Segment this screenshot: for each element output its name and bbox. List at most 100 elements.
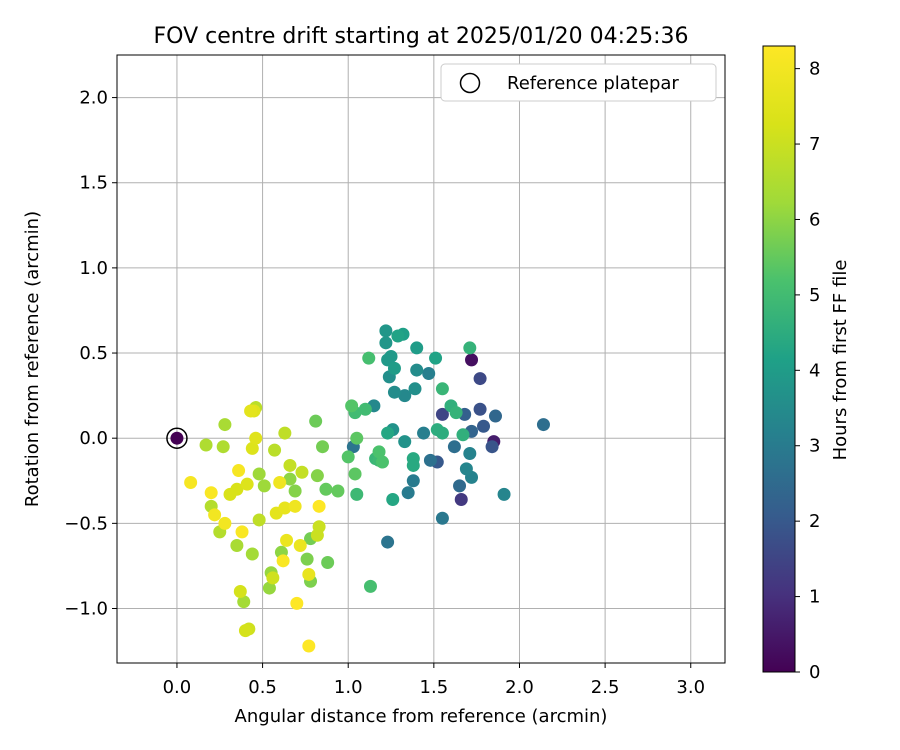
data-point (406, 458, 420, 472)
data-point (257, 479, 271, 493)
x-axis-ticks: 0.0 0.5 1.0 1.5 2.0 2.5 3.0 (163, 663, 705, 698)
data-point (350, 431, 364, 445)
data-point (309, 414, 323, 428)
data-point (232, 464, 246, 478)
data-point (208, 508, 222, 522)
data-point (386, 493, 400, 507)
data-point (316, 440, 330, 454)
data-point (463, 341, 477, 355)
x-tick-label: 3.0 (676, 677, 705, 698)
data-point (375, 455, 389, 469)
legend-marker-icon (459, 72, 481, 94)
data-point (350, 487, 364, 501)
y-tick-label: 1.5 (79, 173, 108, 194)
reference-marker (166, 427, 188, 449)
data-point (485, 440, 499, 454)
data-point (497, 487, 511, 501)
data-point (218, 516, 232, 530)
reference-point-ring (166, 427, 188, 449)
data-point (422, 366, 436, 380)
data-point (417, 426, 431, 440)
data-point (447, 440, 461, 454)
data-point (489, 409, 503, 423)
colorbar-ticks: 0 1 2 3 4 5 6 7 8 (795, 59, 820, 683)
data-point (453, 479, 467, 493)
data-point (233, 584, 247, 598)
x-tick-label: 1.0 (334, 677, 363, 698)
legend: Reference platepar (440, 63, 717, 102)
y-axis-ticks: −1.0 −0.5 0.0 0.5 1.0 1.5 2.0 (64, 88, 117, 620)
data-point (273, 475, 287, 489)
data-point (410, 363, 424, 377)
data-point (408, 382, 422, 396)
data-point (435, 382, 449, 396)
data-point (249, 431, 263, 445)
colorbar-tick-label: 8 (809, 59, 820, 80)
data-point (230, 538, 244, 552)
data-point (454, 493, 468, 507)
colorbar-tick-label: 4 (809, 360, 820, 381)
data-point (204, 486, 218, 500)
data-point (331, 484, 345, 498)
data-point (252, 513, 266, 527)
colorbar-tick-label: 0 (809, 662, 820, 683)
data-point (456, 428, 470, 442)
data-point (348, 467, 362, 481)
data-point (363, 579, 377, 593)
data-point (473, 402, 487, 416)
x-axis-label: Angular distance from reference (arcmin) (235, 706, 608, 727)
y-tick-label: −0.5 (64, 513, 108, 534)
colorbar-tick-label: 5 (809, 285, 820, 306)
x-tick-label: 0.5 (248, 677, 277, 698)
data-point (245, 441, 259, 455)
data-point (387, 385, 401, 399)
data-point (536, 418, 550, 432)
colorbar-tick-label: 3 (809, 436, 820, 457)
data-point (300, 552, 314, 566)
data-point (473, 372, 487, 386)
y-axis-label: Rotation from reference (arcmin) (22, 211, 43, 507)
y-tick-label: 2.0 (79, 88, 108, 109)
colorbar-tick-label: 7 (809, 134, 820, 155)
data-point (238, 624, 252, 638)
data-point (321, 556, 335, 570)
data-point (362, 351, 376, 365)
data-point (266, 571, 280, 585)
data-point (235, 525, 249, 539)
y-tick-label: 0.5 (79, 343, 108, 364)
x-tick-label: 1.5 (420, 677, 449, 698)
data-point (290, 596, 304, 610)
data-point (245, 547, 259, 561)
data-point (435, 426, 449, 440)
y-tick-label: 0.0 (79, 428, 108, 449)
data-point (244, 404, 258, 418)
data-point (293, 538, 307, 552)
data-point (423, 453, 437, 467)
data-point (262, 581, 276, 595)
data-point (278, 426, 292, 440)
x-tick-label: 0.0 (163, 677, 192, 698)
y-tick-label: −1.0 (64, 599, 108, 620)
data-point (459, 462, 473, 476)
data-point (310, 528, 324, 542)
data-point (391, 329, 405, 343)
data-point (230, 482, 244, 496)
data-point (384, 349, 398, 363)
data-point (312, 499, 326, 513)
data-point (302, 639, 316, 653)
data-points (170, 324, 550, 653)
data-point (302, 567, 316, 581)
data-point (463, 447, 477, 461)
data-point (465, 353, 479, 367)
chart-title: FOV centre drift starting at 2025/01/20 … (154, 24, 689, 49)
data-point (477, 419, 491, 433)
data-point (278, 501, 292, 515)
colorbar-gradient (762, 45, 796, 673)
colorbar-tick-label: 2 (809, 511, 820, 532)
data-point (310, 469, 324, 483)
data-point (240, 477, 254, 491)
legend-label: Reference platepar (507, 73, 679, 94)
data-point (379, 324, 393, 338)
data-point (345, 399, 359, 413)
data-point (218, 418, 232, 432)
